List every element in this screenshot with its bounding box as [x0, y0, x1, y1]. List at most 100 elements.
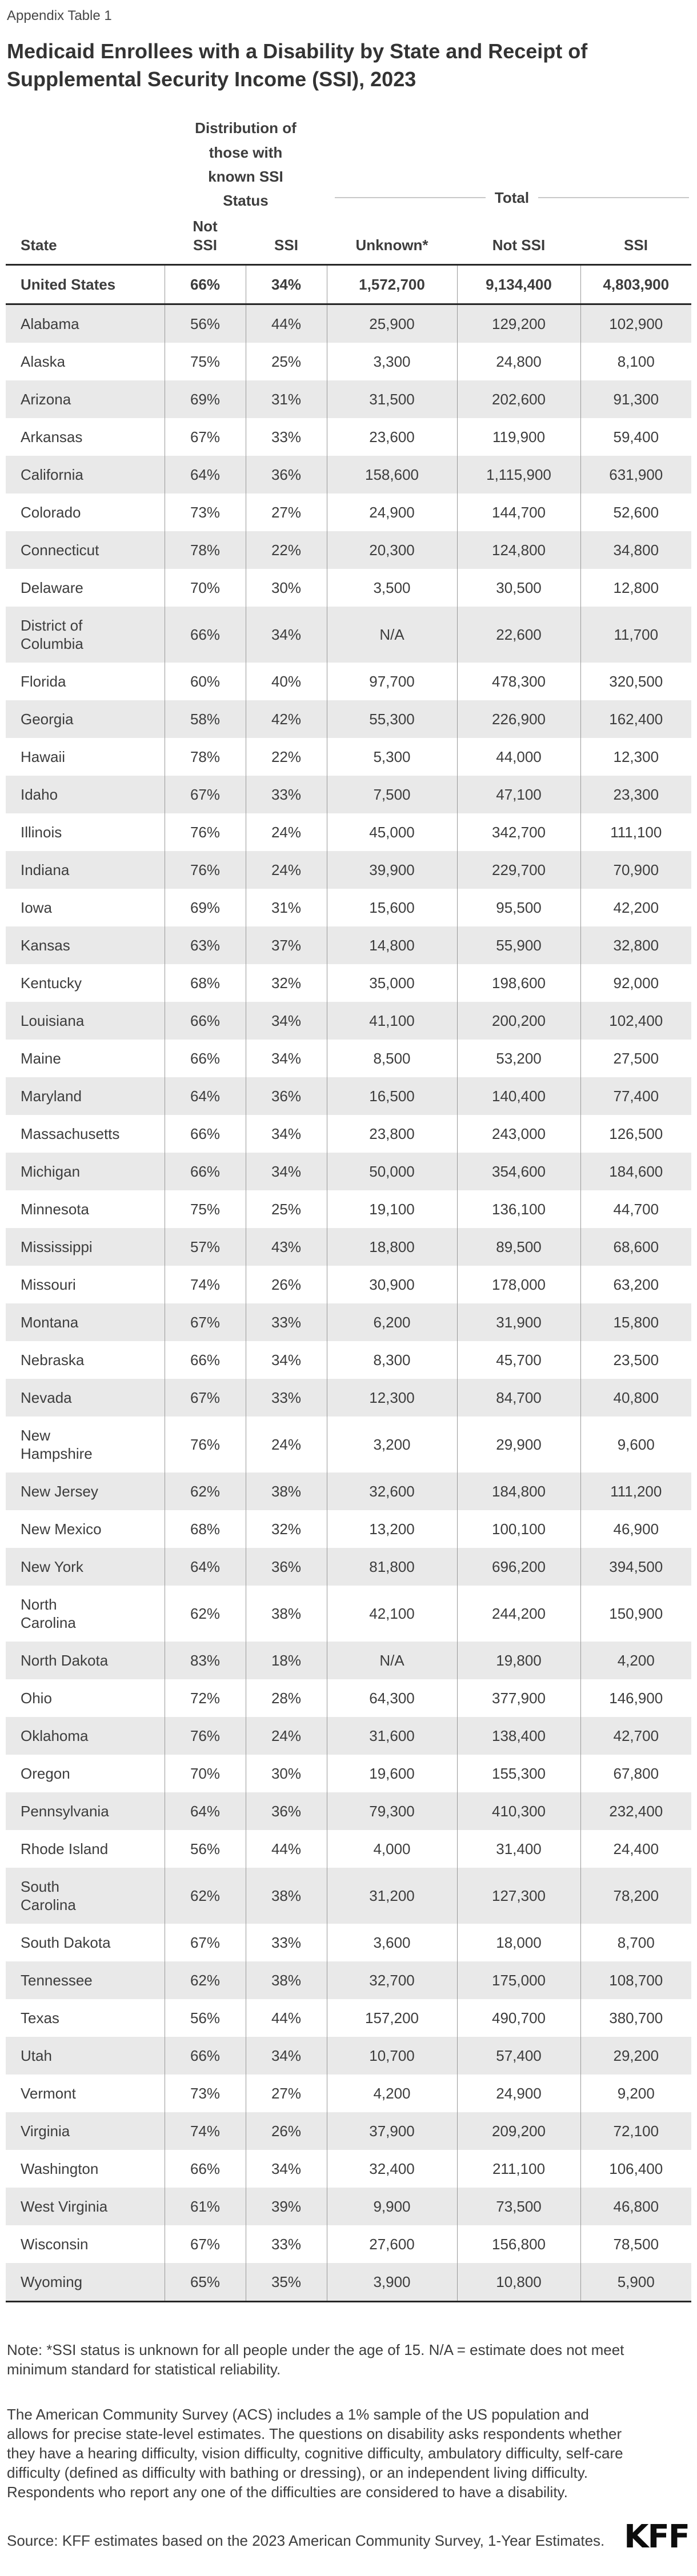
- state-name-cell: Montana: [21, 1314, 79, 1331]
- value-cell: 184,800: [456, 1472, 580, 1511]
- state-name-cell: Maryland: [21, 1088, 82, 1105]
- value-cell: 40%: [245, 663, 327, 701]
- total-spanner-line-right: [538, 197, 690, 199]
- value-cell: 32%: [245, 1510, 327, 1548]
- spanner-empty-cell: [6, 98, 165, 212]
- value-cell: 31,400: [456, 1830, 580, 1868]
- state-name-cell: Pennsylvania: [21, 1803, 109, 1820]
- value-cell: 22,600: [456, 607, 580, 663]
- value-cell: 42,700: [580, 1717, 692, 1755]
- value-cell: 34%: [245, 2037, 327, 2075]
- state-row: Utah 66% 34% 10,700 57,400 29,200: [6, 2037, 692, 2075]
- value-cell: 631,900: [580, 456, 692, 494]
- value-cell: 73,500: [456, 2188, 580, 2226]
- value-cell: 8,300: [326, 1341, 457, 1379]
- state-row: Tennessee 62% 38% 32,700 175,000 108,700: [6, 1961, 692, 2000]
- us-total-row: United States 66% 34% 1,572,700 9,134,400 4,8…: [6, 264, 692, 306]
- value-cell: 12,300: [580, 738, 692, 776]
- value-cell: 8,100: [580, 343, 692, 381]
- note-text: Note: *SSI status is unknown for all peo…: [7, 2341, 624, 2378]
- state-name-cell: South Carolina: [21, 1878, 76, 1914]
- state-name-cell: Kansas: [21, 937, 70, 954]
- value-cell: 63%: [164, 926, 246, 965]
- state-name-cell: Michigan: [21, 1163, 81, 1181]
- state-row: Vermont 73% 27% 4,200 24,900 9,200: [6, 2075, 692, 2113]
- value-cell: 155,300: [456, 1755, 580, 1793]
- value-cell: 136,100: [456, 1190, 580, 1229]
- value-cell: 38%: [245, 1961, 327, 2000]
- value-cell: 30%: [245, 1755, 327, 1793]
- state-row: Kentucky 68% 32% 35,000 198,600 92,000: [6, 964, 692, 1002]
- state-name-cell: New Hampshire: [21, 1427, 93, 1463]
- value-cell: 69%: [164, 380, 246, 419]
- value-cell: 27,500: [580, 1040, 692, 1078]
- value-cell: 61%: [164, 2188, 246, 2226]
- value-cell: 226,900: [456, 700, 580, 739]
- state-row: Illinois 76% 24% 45,000 342,700 111,100: [6, 813, 692, 852]
- value-cell: 150,900: [580, 1586, 692, 1642]
- value-cell: 34%: [245, 1153, 327, 1191]
- state-name-cell: Florida: [21, 673, 66, 691]
- value-cell: 30,900: [326, 1266, 457, 1304]
- value-cell: 34%: [245, 607, 327, 663]
- page-title: Medicaid Enrollees with a Disability by …: [7, 39, 588, 91]
- state-name-cell: California: [21, 466, 83, 484]
- value-cell: 342,700: [456, 813, 580, 852]
- value-cell: 64%: [164, 1548, 246, 1586]
- value-cell: 44,000: [456, 738, 580, 776]
- value-cell: 35%: [245, 2263, 327, 2303]
- value-cell: 62%: [164, 1472, 246, 1511]
- state-row: California 64% 36% 158,600 1,115,900 631,900: [6, 456, 692, 494]
- state-row: South Carolina 62% 38% 31,200 127,300 78,200: [6, 1868, 692, 1924]
- state-row: Montana 67% 33% 6,200 31,900 15,800: [6, 1303, 692, 1342]
- column-header-total-not-ssi: Not SSI: [457, 212, 580, 266]
- value-cell: 45,700: [456, 1341, 580, 1379]
- value-cell: 44%: [245, 304, 327, 343]
- value-cell: 31,200: [326, 1868, 457, 1924]
- value-cell: 56%: [164, 1830, 246, 1868]
- value-cell: 24%: [245, 813, 327, 852]
- value-cell: 67%: [164, 418, 246, 456]
- value-cell: 126,500: [580, 1115, 692, 1153]
- state-name-cell: New York: [21, 1558, 83, 1576]
- value-cell: 7,500: [326, 776, 457, 814]
- state-name-cell: Idaho: [21, 786, 58, 804]
- value-cell: 78,200: [580, 1868, 692, 1924]
- value-cell: 67%: [164, 1303, 246, 1342]
- value-cell: 158,600: [326, 456, 457, 494]
- state-name-cell: Rhode Island: [21, 1840, 109, 1858]
- value-cell: 8,700: [580, 1924, 692, 1962]
- value-cell: 10,800: [456, 2263, 580, 2303]
- state-name-cell: North Carolina: [21, 1596, 76, 1632]
- value-cell: 31%: [245, 889, 327, 927]
- value-cell: 9,200: [580, 2075, 692, 2113]
- value-cell: 106,400: [580, 2150, 692, 2188]
- value-cell: 25,900: [326, 304, 457, 343]
- value-cell: 64%: [164, 1077, 246, 1116]
- value-cell: 138,400: [456, 1717, 580, 1755]
- state-name-cell: Alaska: [21, 353, 66, 371]
- value-cell: 55,900: [456, 926, 580, 965]
- source-row: Source: KFF estimates based on the 2023 …: [7, 2521, 690, 2553]
- value-cell: 32,700: [326, 1961, 457, 2000]
- value-cell: 78,500: [580, 2225, 692, 2264]
- column-header-row: State Not SSI SSI Unknown* Not SSI SSI: [6, 212, 692, 266]
- value-cell: 10,700: [326, 2037, 457, 2075]
- state-name-cell: New Jersey: [21, 1483, 98, 1500]
- state-row: Texas 56% 44% 157,200 490,700 380,700: [6, 1999, 692, 2037]
- column-header-state: State: [6, 212, 165, 266]
- value-cell: 20,300: [326, 531, 457, 569]
- value-cell: N/A: [326, 607, 457, 663]
- state-row: Mississippi 57% 43% 18,800 89,500 68,600: [6, 1228, 692, 1266]
- value-cell: 75%: [164, 343, 246, 381]
- value-cell: 19,100: [326, 1190, 457, 1229]
- value-cell: 66%: [164, 2150, 246, 2188]
- state-row: New Mexico 68% 32% 13,200 100,100 46,900: [6, 1510, 692, 1548]
- state-row: South Dakota 67% 33% 3,600 18,000 8,700: [6, 1924, 692, 1962]
- total-spanner-line-left: [335, 197, 486, 199]
- value-cell: 64%: [164, 456, 246, 494]
- state-name-cell: Louisiana: [21, 1012, 85, 1030]
- value-cell: 24%: [245, 1717, 327, 1755]
- value-cell: 26%: [245, 1266, 327, 1304]
- value-cell: 111,100: [580, 813, 692, 852]
